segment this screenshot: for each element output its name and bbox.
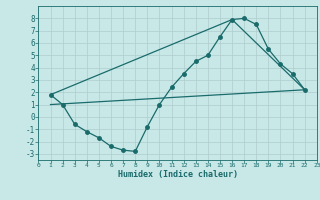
X-axis label: Humidex (Indice chaleur): Humidex (Indice chaleur) xyxy=(118,170,238,179)
